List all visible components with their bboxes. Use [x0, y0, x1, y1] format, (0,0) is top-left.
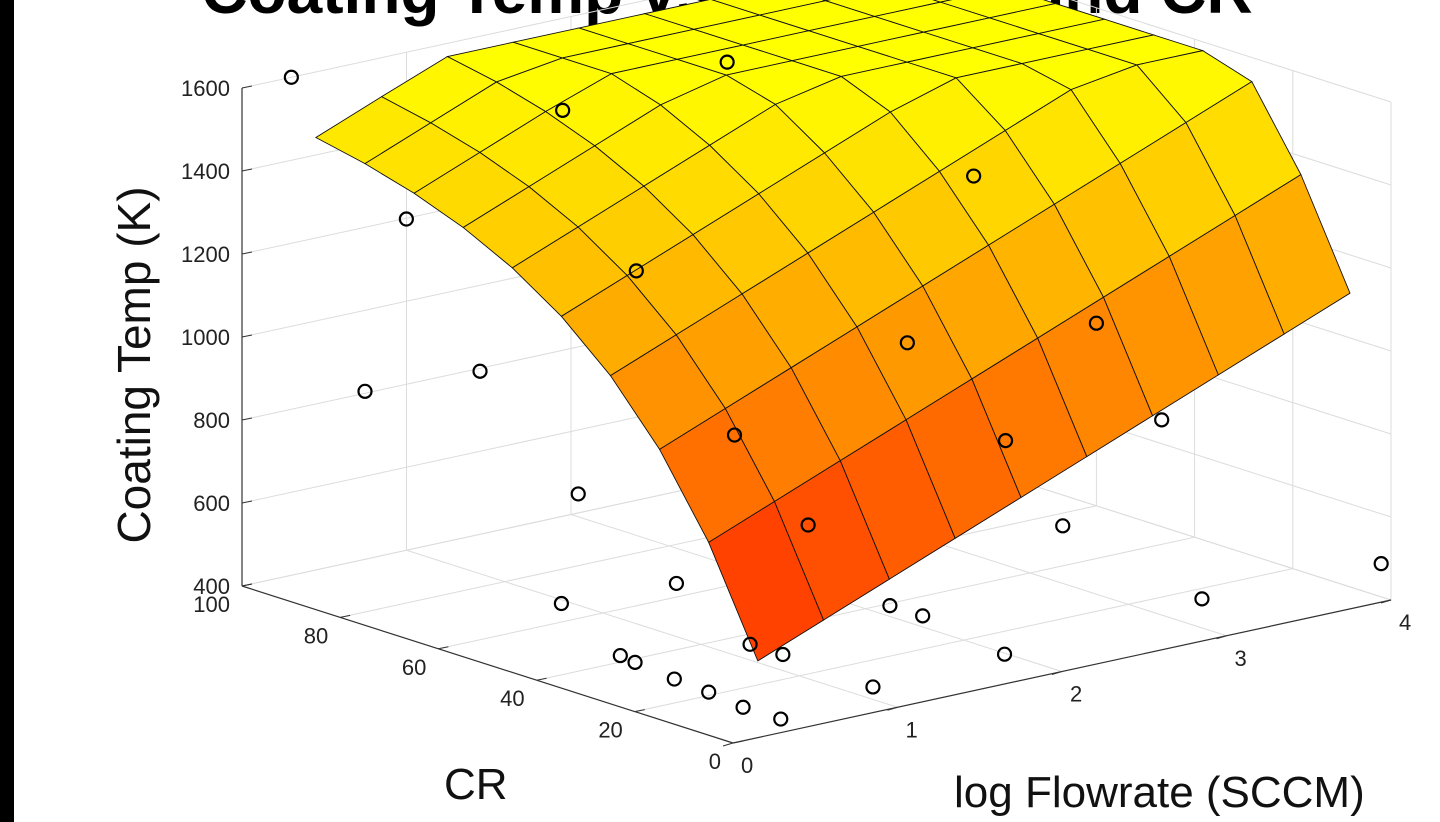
data-point — [553, 595, 570, 612]
z-tick — [241, 417, 253, 421]
data-point — [1194, 591, 1210, 607]
y-tick — [634, 709, 645, 713]
z-tick-label: 400 — [193, 574, 230, 599]
data-point — [555, 102, 571, 118]
data-point — [742, 636, 758, 652]
x-tick — [1216, 635, 1227, 640]
z-tick — [241, 334, 253, 338]
x-tick — [1051, 671, 1063, 675]
data-point — [899, 335, 915, 351]
x-tick-label: 4 — [1399, 610, 1411, 635]
x-tick-label: 3 — [1235, 646, 1247, 671]
z-tick — [241, 251, 253, 255]
x-tick-label: 0 — [741, 753, 753, 778]
x-tick — [887, 706, 898, 711]
y-tick — [732, 740, 744, 744]
data-point — [773, 711, 789, 727]
y-tick — [438, 646, 449, 650]
data-point — [735, 699, 751, 715]
data-point — [612, 647, 628, 664]
z-tick-label: 1000 — [181, 325, 230, 350]
data-point — [996, 646, 1013, 662]
data-point — [966, 168, 982, 184]
y-axis-label: CR — [444, 760, 508, 809]
data-point — [882, 598, 898, 614]
z-tick-label: 600 — [193, 491, 230, 516]
y-tick-label: 0 — [709, 749, 721, 774]
y-tick-label: 100 — [193, 592, 230, 617]
data-point — [398, 211, 414, 227]
x-tick-label: 2 — [1070, 682, 1082, 707]
z-tick-label: 1200 — [181, 242, 230, 267]
x-tick-label: 1 — [906, 717, 918, 742]
data-point — [997, 433, 1014, 449]
data-point — [666, 671, 682, 687]
data-point — [357, 383, 373, 399]
y-tick-label: 60 — [402, 655, 426, 680]
z-tick-label: 1400 — [181, 159, 230, 184]
z-tick — [241, 500, 253, 504]
data-point — [719, 54, 735, 70]
x-tick — [722, 742, 734, 747]
y-tick-label: 20 — [598, 718, 622, 743]
grid-line-z — [241, 0, 1392, 103]
data-point — [1373, 556, 1389, 572]
z-tick-label: 1600 — [181, 76, 230, 101]
data-point — [1088, 315, 1105, 331]
data-point — [1055, 518, 1071, 534]
y-tick — [340, 614, 351, 618]
data-point — [628, 263, 644, 279]
data-point — [915, 608, 931, 624]
data-point — [775, 646, 791, 663]
z-tick — [241, 85, 253, 89]
data-point — [472, 363, 488, 379]
data-point — [726, 427, 743, 443]
chart-canvas: Coating Temp vs. Flowrate and CR 0123402… — [14, 0, 1440, 822]
data-point — [701, 684, 717, 700]
y-tick — [536, 677, 547, 681]
data-point — [865, 679, 881, 695]
z-tick — [241, 168, 253, 172]
data-point — [627, 654, 643, 670]
y-tick-label: 40 — [500, 686, 524, 711]
data-point — [283, 69, 299, 85]
y-axis-line — [241, 585, 734, 744]
surface-patch — [1234, 173, 1351, 335]
data-point — [1154, 412, 1170, 428]
data-point — [800, 517, 816, 533]
y-tick-label: 80 — [304, 623, 328, 648]
z-tick — [241, 583, 253, 587]
surface-plot: 0123402040608010040060080010001200140016… — [181, 0, 1411, 778]
z-axis-label: Coating Temp (K) — [108, 186, 160, 544]
data-point — [570, 486, 586, 502]
x-axis-label: log Flowrate (SCCM) — [954, 768, 1365, 817]
data-point — [668, 575, 685, 592]
z-tick-label: 800 — [193, 408, 230, 433]
x-tick — [1380, 599, 1392, 604]
